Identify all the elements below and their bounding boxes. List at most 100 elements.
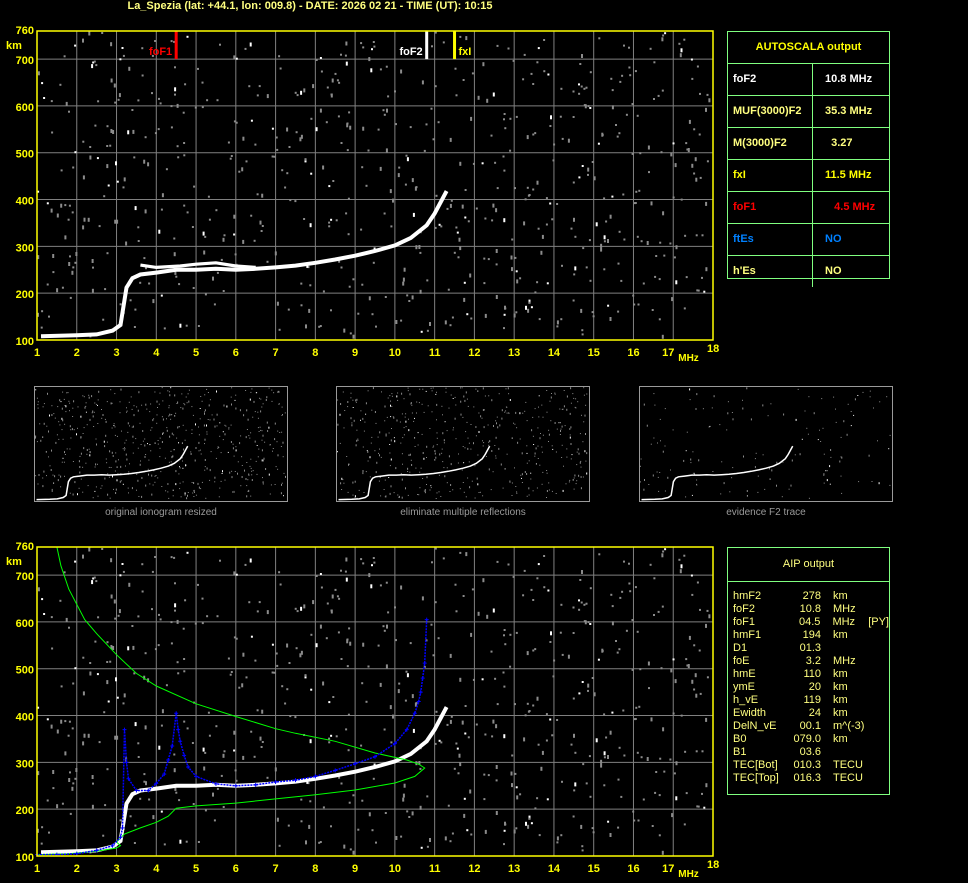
noise-echo xyxy=(72,682,75,685)
noise-echo xyxy=(705,107,707,112)
noise-echo xyxy=(572,606,575,609)
noise-echo xyxy=(541,483,543,485)
noise-echo xyxy=(132,442,134,444)
noise-echo xyxy=(319,573,322,575)
noise-echo xyxy=(706,93,709,96)
noise-echo xyxy=(371,829,374,832)
noise-echo xyxy=(97,100,100,103)
noise-echo xyxy=(370,442,372,444)
noise-echo xyxy=(769,478,771,480)
noise-echo xyxy=(572,479,574,481)
noise-echo xyxy=(52,770,55,774)
noise-echo xyxy=(607,755,609,759)
noise-echo xyxy=(429,489,431,491)
aip-row: h_vE 119 km xyxy=(733,694,889,707)
noise-echo xyxy=(139,463,141,466)
noise-echo xyxy=(109,660,112,663)
noise-echo xyxy=(46,718,49,721)
noise-echo xyxy=(397,689,400,694)
noise-echo xyxy=(274,422,276,425)
noise-echo xyxy=(532,490,534,492)
noise-echo xyxy=(421,403,423,405)
noise-echo xyxy=(475,426,477,428)
noise-echo xyxy=(362,417,364,420)
noise-echo xyxy=(138,496,140,497)
noise-echo xyxy=(128,582,131,587)
noise-echo xyxy=(592,831,595,834)
noise-echo xyxy=(672,429,674,431)
noise-echo xyxy=(378,452,379,454)
noise-echo xyxy=(119,819,122,822)
noise-echo xyxy=(495,779,498,782)
noise-echo xyxy=(35,435,37,438)
fitted-trace-point xyxy=(416,699,421,704)
noise-echo xyxy=(463,395,465,398)
noise-echo xyxy=(271,155,274,158)
noise-echo xyxy=(300,282,303,285)
noise-echo xyxy=(162,400,164,402)
noise-echo xyxy=(691,77,694,80)
noise-echo xyxy=(598,553,601,556)
noise-echo xyxy=(537,445,539,447)
noise-echo xyxy=(82,175,85,180)
noise-echo xyxy=(94,466,96,468)
noise-echo xyxy=(442,557,445,560)
noise-echo xyxy=(583,421,585,423)
noise-echo xyxy=(68,204,71,207)
noise-echo xyxy=(397,392,399,394)
noise-echo xyxy=(566,395,568,398)
noise-echo xyxy=(253,755,256,758)
noise-echo xyxy=(56,729,59,734)
noise-echo xyxy=(266,94,269,99)
noise-echo xyxy=(421,433,423,435)
noise-echo xyxy=(360,42,363,45)
noise-echo xyxy=(732,467,734,469)
noise-echo xyxy=(204,459,206,461)
noise-echo xyxy=(315,59,318,61)
noise-echo xyxy=(395,123,397,126)
noise-echo xyxy=(248,489,250,492)
noise-echo xyxy=(713,395,715,398)
noise-echo xyxy=(266,260,269,263)
noise-echo xyxy=(664,445,666,447)
noise-echo xyxy=(141,404,143,406)
noise-echo xyxy=(56,213,59,218)
noise-echo xyxy=(352,407,354,408)
noise-echo xyxy=(145,484,147,487)
fitted-trace-point xyxy=(124,760,129,765)
noise-echo xyxy=(503,113,506,115)
noise-echo xyxy=(150,450,152,452)
noise-echo xyxy=(395,467,397,470)
noise-echo xyxy=(276,301,279,306)
noise-echo xyxy=(570,402,572,404)
noise-echo xyxy=(490,489,492,491)
fitted-trace-point xyxy=(424,617,429,622)
noise-echo xyxy=(487,258,490,261)
noise-echo xyxy=(265,468,267,470)
noise-echo xyxy=(581,329,584,332)
noise-echo xyxy=(385,148,388,153)
noise-echo xyxy=(616,135,619,138)
noise-echo xyxy=(91,804,94,809)
noise-echo xyxy=(438,739,441,742)
noise-echo xyxy=(287,308,290,311)
noise-echo xyxy=(512,59,515,62)
noise-echo xyxy=(555,451,557,453)
noise-echo xyxy=(695,750,698,753)
noise-echo xyxy=(390,225,393,228)
aip-value: 110 xyxy=(803,668,821,680)
noise-echo xyxy=(695,408,697,410)
noise-echo xyxy=(72,166,75,169)
noise-echo xyxy=(434,31,437,34)
noise-echo xyxy=(558,422,560,424)
noise-echo xyxy=(840,456,842,458)
noise-echo xyxy=(347,713,350,716)
noise-echo xyxy=(430,107,433,110)
noise-echo xyxy=(485,456,487,457)
aip-unit: km xyxy=(833,707,848,719)
noise-echo xyxy=(37,190,40,193)
noise-echo xyxy=(801,438,803,440)
noise-echo xyxy=(686,431,688,433)
noise-echo xyxy=(458,237,461,242)
aip-value: 10.8 xyxy=(799,603,821,615)
